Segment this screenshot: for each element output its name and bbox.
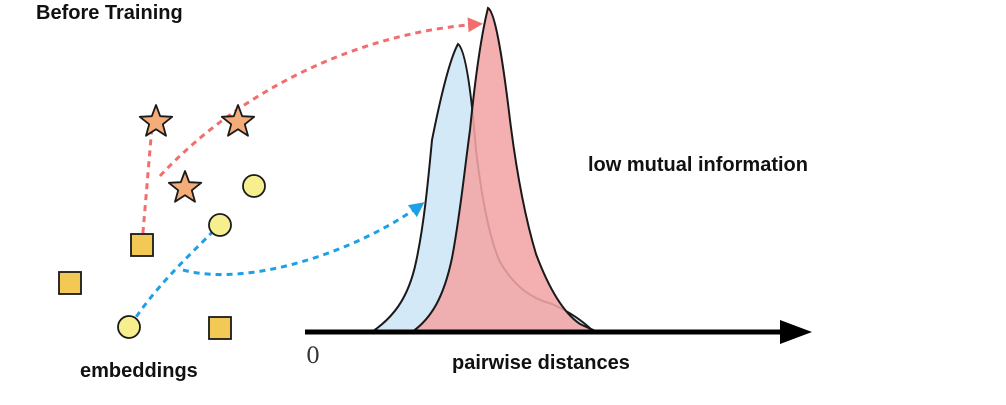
axis-arrow-icon	[780, 320, 812, 344]
circle-icon	[117, 315, 141, 339]
square-icon	[130, 233, 154, 257]
blue-dashed-arrow-to-peak	[182, 202, 425, 277]
blue-dashed-link	[128, 224, 220, 327]
red-distribution	[408, 6, 599, 333]
square-icon	[208, 316, 232, 340]
embeddings-label: embeddings	[80, 360, 198, 382]
red-dashed-link	[140, 125, 154, 245]
mutual-information-annotation: low mutual information	[588, 154, 808, 176]
square-icon	[58, 271, 82, 295]
diagram-title: Before Training	[36, 2, 183, 24]
circle-icon	[242, 174, 266, 198]
star-icon	[138, 104, 174, 137]
star-icon	[220, 104, 256, 137]
star-icon	[167, 170, 203, 203]
red-dashed-arrow-to-peak	[158, 17, 483, 178]
circle-icon	[208, 213, 232, 237]
axis-origin-label: 0	[306, 344, 320, 369]
axis-label: pairwise distances	[452, 352, 630, 374]
